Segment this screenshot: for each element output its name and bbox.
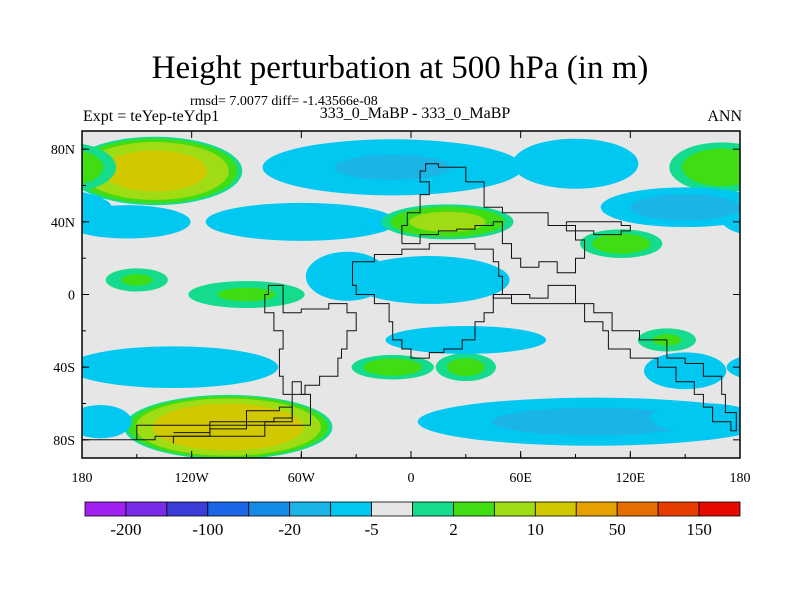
contour-band (217, 287, 276, 302)
anomaly-midlat-low-atlantic (205, 202, 397, 241)
colorbar-swatch (371, 501, 413, 517)
contour-band (82, 409, 125, 435)
colorbar-swatch (166, 501, 209, 517)
anomaly-arctic-low (262, 139, 523, 196)
x-tick-label: 180 (730, 471, 751, 486)
contour-band (661, 406, 740, 430)
colorbar-swatch (453, 501, 495, 517)
colorbar-label: 10 (527, 520, 544, 539)
colorbar-swatch (125, 501, 168, 517)
outline-europe-asia-outline (401, 163, 586, 274)
contour-band (682, 148, 740, 187)
contour-band-wrap (730, 156, 740, 186)
colorbar-swatch (657, 501, 700, 517)
x-tick-label: 180 (72, 471, 93, 486)
contour-band (378, 264, 481, 296)
contour-band (592, 233, 651, 254)
contour-band-wrap (82, 412, 88, 424)
y-tick-label: 80S (53, 434, 75, 449)
y-tick-label: 80N (51, 143, 75, 158)
contour-band-wrap (82, 195, 103, 220)
x-tick-label: 120W (175, 471, 210, 486)
experiment-label: Expt = teYep-teYdp1 (83, 108, 220, 125)
contour-band (102, 150, 208, 192)
contour-band (446, 358, 485, 377)
cases-label: 333_0_MaBP - 333_0_MaBP (319, 105, 511, 122)
outline-america-coast (264, 284, 357, 395)
colorbar-label: -5 (364, 520, 378, 539)
anomaly-tropic-high-west (105, 268, 168, 292)
colorbar-label: -200 (110, 520, 141, 539)
contour-band (492, 407, 696, 436)
colorbar-swatch (248, 501, 291, 517)
outline-asia-south (492, 284, 737, 432)
contour-band (121, 274, 153, 286)
contour-band (629, 194, 740, 221)
y-tick-label: 40S (53, 361, 75, 376)
colorbar-swatch (493, 501, 536, 517)
anomaly-tropic-high-pacific (188, 281, 305, 308)
colorbar-swatch (412, 501, 454, 517)
contour-band (334, 154, 451, 180)
anomaly-arctic-high-east (82, 142, 740, 193)
stats-line: rmsd= 7.0077 diff= -1.43566e-08 (190, 94, 378, 109)
colorbar-swatch (698, 501, 741, 517)
anomaly-polar-low-west (82, 405, 740, 439)
y-tick-label: 0 (68, 289, 75, 304)
colorbar-swatch (534, 501, 577, 517)
contour-band (152, 403, 304, 451)
contour-band-wrap (739, 167, 740, 175)
outline-antarctic-inner-ridge (172, 406, 293, 444)
x-tick-label: 120E (616, 471, 646, 486)
contour-band-wrap (734, 413, 740, 430)
colorbar-label: 2 (449, 520, 458, 539)
colorbar-swatch (616, 501, 659, 517)
anomaly-tropic-low-africa (348, 256, 510, 304)
anomaly-arctic-high-west (82, 136, 740, 206)
anomaly-south-low-west (82, 346, 740, 388)
anomaly-south-high-atlantic (351, 354, 434, 380)
contour-band (409, 211, 486, 232)
colorbar-swatch (84, 501, 127, 517)
colorbar-label: -100 (192, 520, 223, 539)
colorbar-swatch (330, 501, 372, 517)
chart-title: Height perturbation at 500 hPa (in m) (151, 50, 649, 86)
anomaly-midlat-high-pacific (580, 229, 663, 258)
colorbar-swatch (207, 501, 250, 517)
colorbar-label: 150 (686, 520, 712, 539)
anomaly-arctic-low-east (512, 138, 639, 189)
colorbar-label: -20 (278, 520, 301, 539)
anomaly-polar-high (124, 394, 333, 458)
contour-band-wrap (738, 218, 740, 226)
contour-band (527, 144, 624, 183)
contour-band-wrap (82, 150, 104, 185)
outline-east-asia-coast (565, 221, 631, 236)
colorbar-swatch (289, 501, 332, 517)
contour-band (656, 357, 715, 384)
x-tick-label: 60E (509, 471, 532, 486)
season-label: ANN (707, 108, 742, 125)
colorbar-label: 50 (609, 520, 626, 539)
anomaly-midlat-low-pacific (82, 187, 740, 228)
contour-band (82, 209, 176, 235)
contour-band (94, 351, 253, 383)
anomaly-south-low-pacific (644, 352, 727, 390)
x-tick-label: 60W (288, 471, 316, 486)
anomaly-south-high-indian (435, 353, 496, 382)
contour-band (225, 206, 377, 237)
contour-band (363, 358, 422, 376)
y-tick-label: 40N (51, 216, 75, 231)
anomaly-midlat-low-west (82, 205, 740, 239)
x-tick-label: 0 (408, 471, 415, 486)
outline-africa-coast (352, 243, 503, 359)
colorbar-swatch (575, 501, 618, 517)
